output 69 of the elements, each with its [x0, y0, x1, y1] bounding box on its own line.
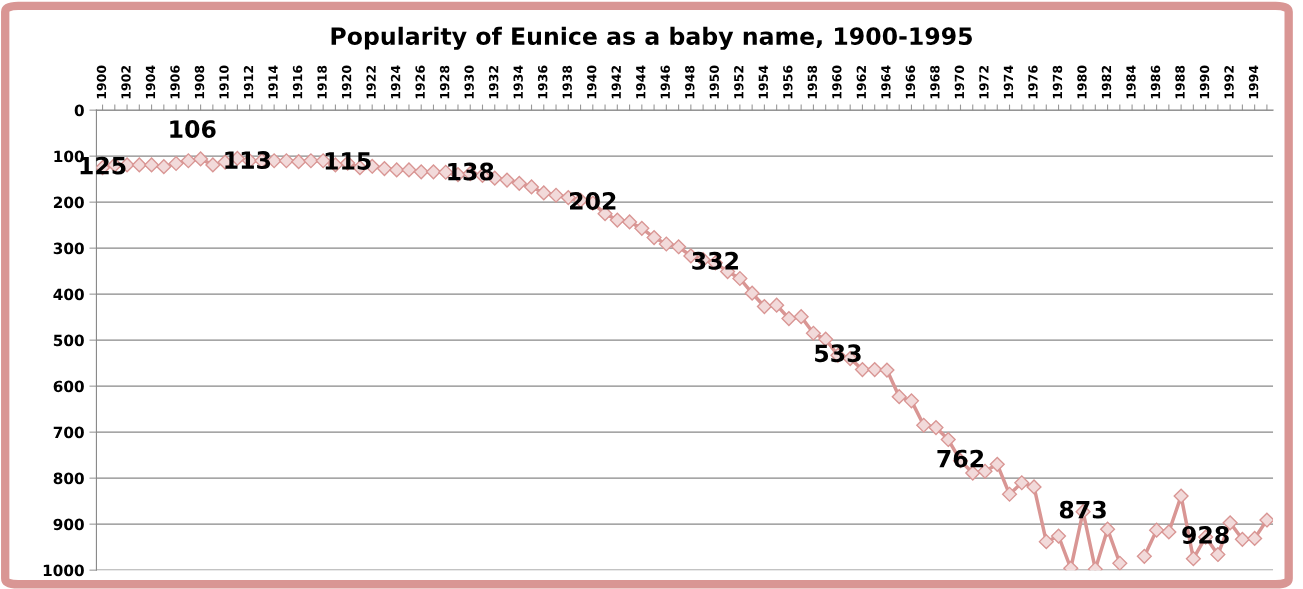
x-tick-label: 1906: [170, 65, 180, 99]
y-tick-label: 1000: [43, 564, 84, 577]
x-tick-label: 1922: [366, 66, 376, 99]
x-tick-label: 1900: [96, 65, 107, 99]
y-tick-label: 700: [53, 426, 84, 439]
x-tick-label: 1952: [734, 66, 744, 99]
x-tick-label: 1902: [121, 66, 131, 99]
y-tick-label: 400: [53, 288, 84, 301]
x-tick-label: 1944: [636, 65, 646, 99]
annotation: 332: [692, 251, 738, 270]
x-tick-label: 1910: [219, 65, 229, 99]
x-tick-label: 1954: [758, 65, 769, 99]
x-tick-label: 1960: [832, 65, 842, 99]
y-tick-label: 300: [53, 242, 84, 255]
x-tick-label: 1976: [1028, 65, 1038, 99]
x-tick-label: 1926: [415, 65, 425, 99]
x-tick-label: 1920: [341, 65, 352, 99]
y-tick-label: 500: [53, 334, 84, 347]
y-tick-label: 0: [74, 104, 84, 117]
y-tick-label: 200: [53, 196, 84, 209]
x-tick-label: 1916: [292, 65, 303, 99]
annotation: 762: [937, 449, 984, 468]
x-tick-label: 1946: [660, 65, 670, 99]
x-tick-label: 1992: [1224, 66, 1234, 99]
x-tick-label: 1958: [807, 65, 818, 99]
y-tick-label: 600: [53, 380, 84, 393]
x-tick-label: 1966: [905, 65, 916, 99]
x-tick-label: 1994: [1248, 65, 1259, 99]
x-tick-label: 1980: [1077, 65, 1087, 99]
annotation: 928: [1182, 526, 1229, 544]
annotation: 202: [570, 192, 616, 210]
x-tick-label: 1972: [979, 66, 989, 99]
annotation: 106: [170, 120, 216, 138]
x-tick-label: 1990: [1199, 65, 1210, 99]
annotation: 138: [448, 162, 494, 181]
x-tick-label: 1912: [243, 66, 254, 99]
x-tick-label: 1956: [783, 65, 793, 99]
x-tick-label: 1968: [930, 65, 940, 99]
x-tick-label: 1936: [537, 65, 548, 99]
x-tick-label: 1914: [268, 65, 278, 99]
x-tick-label: 1962: [856, 66, 867, 99]
x-tick-label: 1978: [1052, 65, 1063, 99]
annotation: 533: [815, 344, 861, 363]
x-tick-label: 1908: [194, 65, 205, 99]
x-tick-label: 1932: [488, 66, 499, 99]
x-tick-label: 1986: [1150, 65, 1161, 99]
x-tick-label: 1984: [1126, 65, 1136, 99]
annotation: 873: [1059, 500, 1106, 519]
x-tick-label: 1930: [464, 65, 474, 99]
chart-title: Popularity of Eunice as a baby name, 1900-1995: [331, 26, 972, 50]
x-tick-label: 1904: [145, 65, 156, 99]
x-tick-label: 1988: [1175, 65, 1185, 99]
x-tick-label: 1970: [954, 65, 965, 99]
x-tick-label: 1934: [513, 65, 523, 99]
annotation: 113: [225, 151, 271, 169]
x-tick-label: 1918: [317, 65, 327, 99]
x-tick-label: 1982: [1101, 66, 1112, 99]
x-tick-label: 1938: [562, 65, 572, 99]
y-tick-label: 900: [53, 518, 84, 531]
x-tick-label: 1928: [439, 65, 450, 99]
annotation: 115: [325, 152, 371, 170]
x-tick-label: 1942: [611, 66, 621, 99]
x-tick-label: 1948: [685, 65, 695, 99]
x-tick-label: 1974: [1003, 65, 1014, 99]
x-tick-label: 1964: [881, 65, 891, 99]
x-tick-label: 1924: [390, 65, 401, 99]
x-tick-label: 1940: [586, 65, 597, 99]
y-tick-label: 800: [53, 472, 84, 485]
x-tick-label: 1950: [709, 65, 719, 99]
